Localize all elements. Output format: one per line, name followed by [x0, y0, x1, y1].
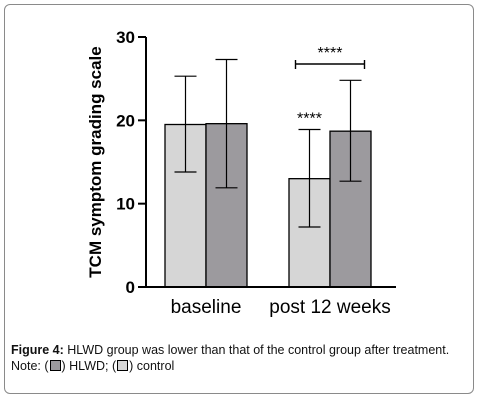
note-hlwd: ) HLWD; (	[61, 359, 117, 373]
bar-hlwd-baseline	[205, 123, 248, 288]
note-prefix: Note: (	[11, 359, 49, 373]
significance-stars: ****	[297, 111, 322, 128]
annotations-group: **** ****	[294, 45, 366, 128]
y-axis-label: TCM symptom grading scale	[86, 46, 105, 277]
control-swatch	[117, 360, 129, 371]
bars-group	[164, 123, 372, 288]
x-tick-label: post 12 weeks	[269, 297, 390, 318]
caption-text: HLWD group was lower than that of the co…	[63, 343, 450, 357]
hlwd-swatch	[49, 360, 61, 371]
x-tick-label: baseline	[171, 297, 242, 318]
caption-label: Figure 4:	[11, 343, 64, 357]
y-tick-label: 10	[116, 195, 135, 214]
significance-bracket-stars: ****	[318, 45, 343, 62]
note-control: ) control	[129, 359, 175, 373]
axes-group: 0 10 20 30 baseline post 12 weeks	[116, 28, 396, 318]
y-tick-label: 0	[126, 278, 135, 297]
bar-chart: 0 10 20 30 baseline post 12 weeks **** **** TC…	[86, 28, 396, 318]
figure-caption: Figure 4: HLWD group was lower than that…	[11, 342, 471, 374]
y-tick-label: 20	[116, 111, 135, 130]
error-bars-group	[174, 58, 362, 228]
y-tick-label: 30	[116, 28, 135, 47]
